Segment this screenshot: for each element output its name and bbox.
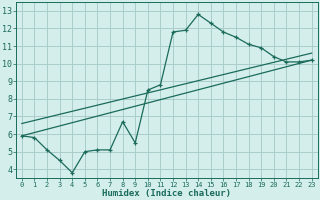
X-axis label: Humidex (Indice chaleur): Humidex (Indice chaleur): [102, 189, 231, 198]
